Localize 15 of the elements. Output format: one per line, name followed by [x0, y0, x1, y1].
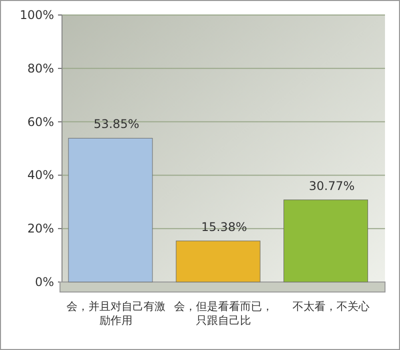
y-tick-label: 80%: [27, 61, 54, 76]
x-tick-label: 不太看，不关心: [292, 300, 371, 314]
data-label: 30.77%: [308, 178, 355, 193]
y-tick-label: 100%: [20, 8, 54, 22]
y-tick-label: 20%: [27, 222, 54, 236]
y-tick-label: 60%: [27, 114, 54, 129]
x-tick-label: 会，但是看看而已，只跟自己比: [174, 300, 274, 328]
bar: [176, 240, 260, 282]
y-tick-label: 40%: [27, 168, 54, 182]
bar: [68, 138, 153, 282]
data-label: 15.38%: [201, 220, 247, 234]
x-tick-label: 会，并且对自己有激励作用: [66, 300, 166, 328]
y-tick-label: 0%: [34, 275, 54, 289]
bar: [284, 200, 368, 282]
data-label: 53.85%: [94, 117, 140, 132]
